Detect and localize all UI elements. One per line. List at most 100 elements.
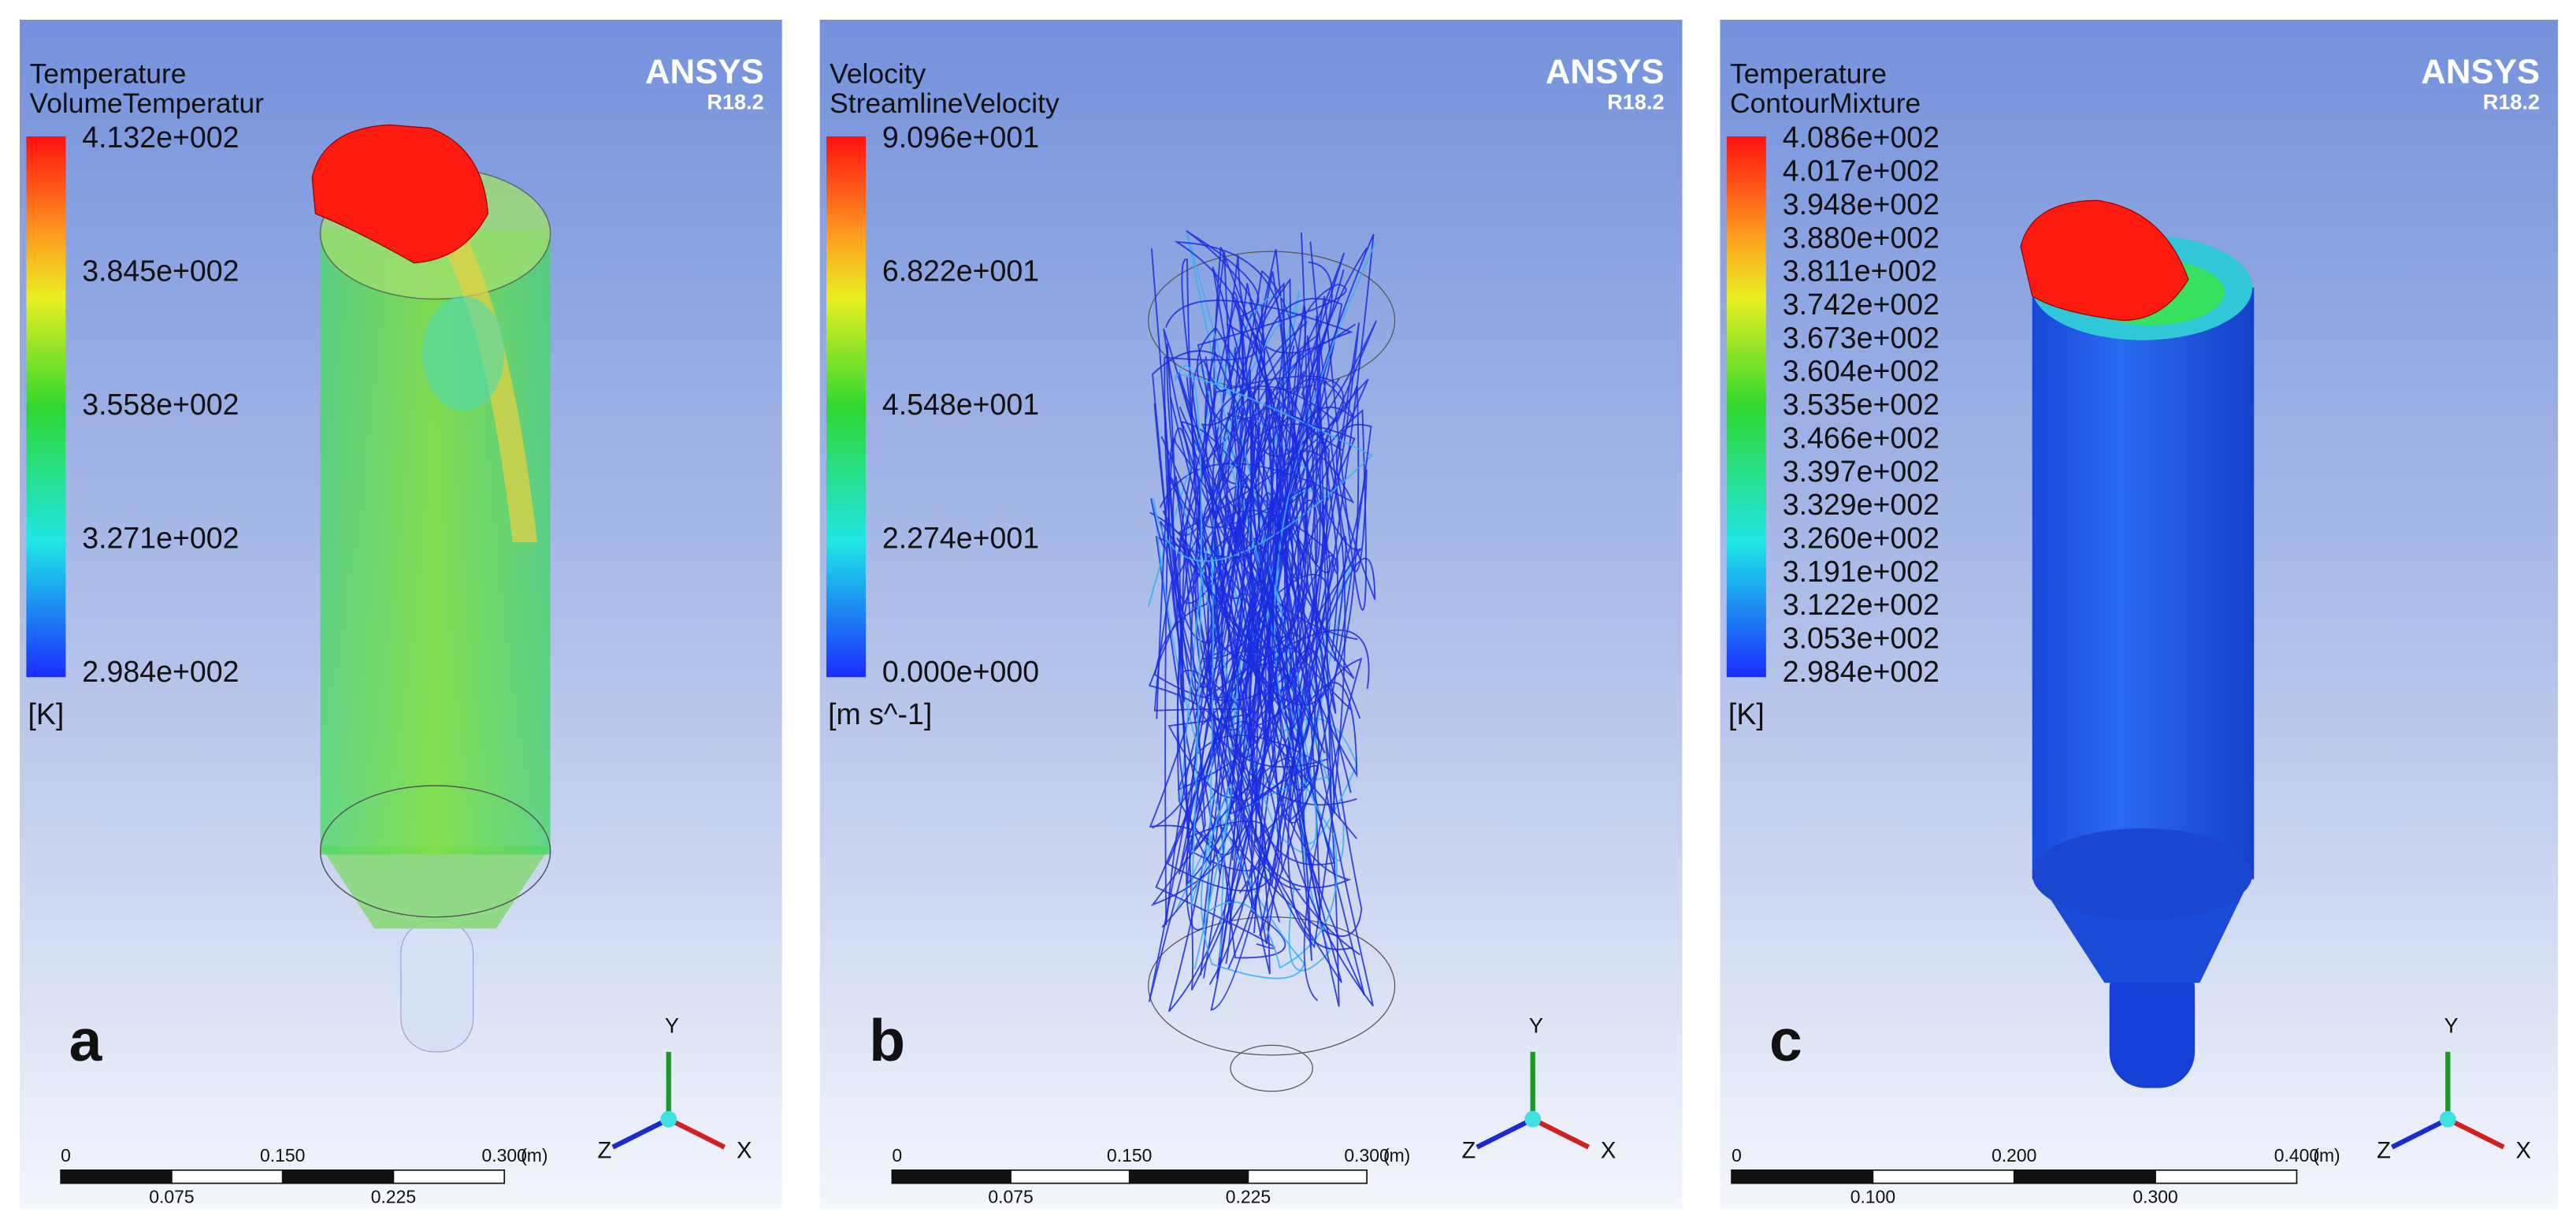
pipe	[400, 920, 474, 1053]
scale-label: 0	[1732, 1145, 1742, 1166]
scale-unit: (m)	[1383, 1145, 1410, 1166]
streamline	[1152, 365, 1374, 970]
inlet	[2020, 199, 2189, 322]
legend-label: 3.466e+002	[1783, 421, 1939, 454]
top-outline	[1148, 251, 1396, 390]
legend-label: 3.948e+002	[1783, 188, 1939, 221]
scale-segment	[1872, 1169, 2015, 1184]
streamline	[1164, 323, 1342, 983]
legend-label: 3.053e+002	[1783, 622, 1939, 655]
scale-label: 0.200	[1991, 1145, 2036, 1166]
scale-segment	[2013, 1169, 2156, 1184]
streamline	[1207, 407, 1330, 913]
legend-label: 4.548e+001	[882, 388, 1039, 421]
pipe-outline	[1230, 1044, 1313, 1092]
scale-segment	[1247, 1169, 1368, 1184]
version: R18.2	[707, 90, 763, 114]
axis-label-y: Y	[1529, 1013, 1543, 1038]
streamline	[1165, 232, 1353, 754]
legend-label: 0.000e+000	[882, 655, 1039, 688]
streamline	[1148, 404, 1267, 991]
cylinder-bottom	[2032, 828, 2253, 920]
colorbar	[26, 136, 66, 678]
scale-label: 0.300	[482, 1145, 527, 1166]
brand: ANSYS	[1546, 52, 1665, 91]
scale-label: 0.075	[149, 1186, 194, 1207]
scale-label: 0.225	[1226, 1186, 1271, 1207]
scale-label: 0.300	[1344, 1145, 1389, 1166]
axis-label-z: Z	[598, 1139, 612, 1164]
legend-label: 3.880e+002	[1783, 221, 1939, 254]
legend-label: 3.329e+002	[1783, 488, 1939, 521]
scale-unit: (m)	[2313, 1145, 2340, 1166]
panel-letter: c	[1769, 1007, 1802, 1073]
legend-label: 3.397e+002	[1783, 455, 1939, 488]
axis-x	[2446, 1117, 2505, 1150]
streamline	[1156, 437, 1363, 1002]
brand: ANSYS	[2421, 52, 2540, 91]
axis-label-y: Y	[665, 1013, 679, 1038]
scale-segment	[60, 1169, 173, 1184]
scale-label: 0	[61, 1145, 71, 1166]
legend-label: 3.122e+002	[1783, 588, 1939, 621]
legend-label: 6.822e+001	[882, 255, 1039, 288]
unit: [K]	[1728, 697, 1765, 731]
scale-label: 0.150	[260, 1145, 305, 1166]
streamline	[1177, 375, 1358, 866]
legend-label: 3.558e+002	[82, 388, 239, 421]
bottom-outline	[1148, 917, 1396, 1056]
axis-z	[611, 1117, 670, 1150]
title: Temperature	[1730, 58, 1887, 89]
streamline	[1150, 420, 1352, 937]
geometry	[311, 124, 551, 1053]
legend-label: 3.260e+002	[1783, 521, 1939, 554]
streamline	[1155, 241, 1301, 950]
streamline	[1221, 283, 1352, 889]
scale-segment	[171, 1169, 284, 1184]
legend-label: 4.086e+002	[1783, 121, 1939, 154]
geometry	[2020, 199, 2255, 1088]
inlet	[311, 124, 489, 264]
axis-label-z: Z	[1461, 1139, 1475, 1164]
legend-label: 3.673e+002	[1783, 321, 1939, 354]
scale-segment	[1010, 1169, 1130, 1184]
triad-center	[1524, 1110, 1542, 1128]
legend-label: 3.604e+002	[1783, 355, 1939, 388]
title: Velocity	[830, 58, 926, 89]
variable: StreamlineVelocity	[830, 87, 1060, 119]
streamline	[1256, 423, 1376, 824]
axis-x	[1531, 1117, 1591, 1150]
streamline	[1231, 291, 1360, 956]
scale-unit: (m)	[521, 1145, 547, 1166]
version: R18.2	[1607, 90, 1664, 114]
legend-label: 4.132e+002	[82, 121, 239, 154]
scale-label: 0.150	[1107, 1145, 1152, 1166]
legend-label: 3.535e+002	[1783, 388, 1939, 421]
legend-label: 4.017e+002	[1783, 154, 1939, 188]
streamline	[1179, 315, 1360, 706]
scale-label: 0.225	[371, 1186, 416, 1207]
scale-label: 0.300	[2132, 1186, 2177, 1207]
variable: ContourMixture	[1730, 87, 1921, 119]
legend-label: 2.984e+002	[1783, 655, 1939, 688]
streamline	[1255, 441, 1328, 961]
title: Temperature	[30, 58, 187, 89]
legend-label: 3.271e+002	[82, 521, 239, 554]
legend-label: 2.274e+001	[882, 521, 1039, 554]
legend-label: 3.191e+002	[1783, 555, 1939, 588]
panel-letter: a	[69, 1007, 103, 1073]
scale-segment	[1128, 1169, 1249, 1184]
scale-segment	[1731, 1169, 1874, 1184]
streamline	[1153, 501, 1333, 980]
axis-label-z: Z	[2377, 1139, 2391, 1164]
streamline	[1191, 320, 1378, 727]
axis-label-x: X	[737, 1139, 752, 1164]
cylinder	[2032, 287, 2255, 879]
streamline	[1186, 281, 1355, 886]
unit: [m s^-1]	[828, 697, 932, 731]
colorbar	[826, 136, 867, 678]
